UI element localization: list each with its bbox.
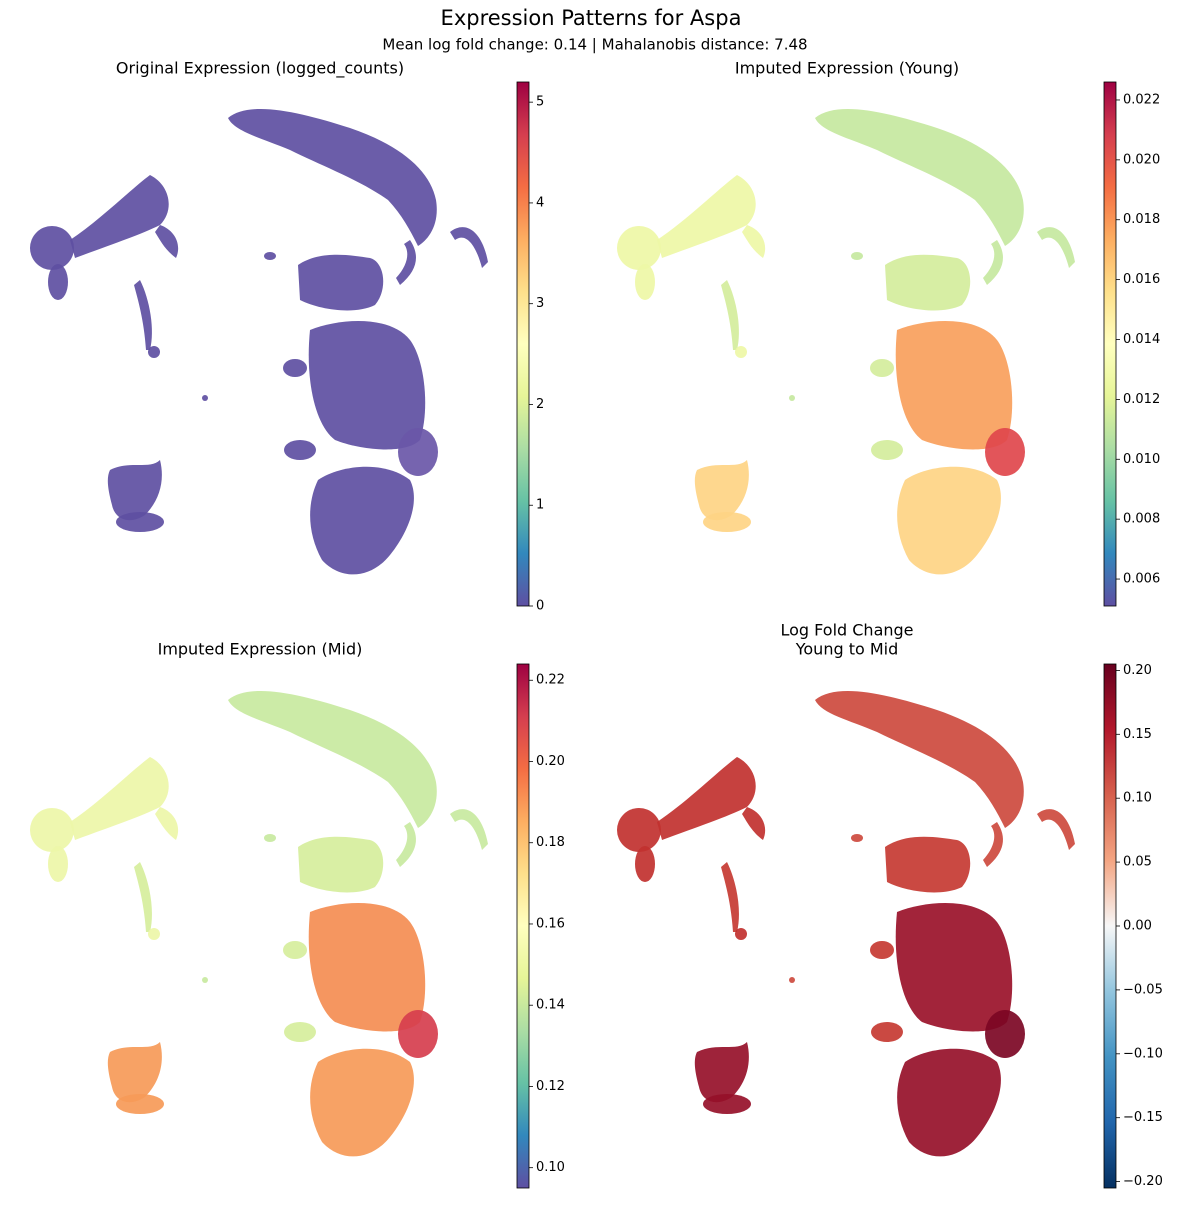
colorbar-tick-label: 0.016 xyxy=(1123,272,1160,287)
figure-title: Expression Patterns for Aspa xyxy=(441,6,742,30)
colorbar-tick-label: 5 xyxy=(536,95,544,110)
colorbar-tick-label: 0.00 xyxy=(1123,919,1152,934)
colorbar-tick-label: 2 xyxy=(536,397,544,412)
colorbar-tick-label: 0.020 xyxy=(1123,152,1160,167)
colorbar-tick-label: 0.22 xyxy=(536,673,565,688)
panel-title: Young to Mid xyxy=(795,640,899,659)
panel-title: Imputed Expression (Mid) xyxy=(158,640,363,659)
colorbar-tick-label: 0.16 xyxy=(536,916,565,931)
colorbar-tick-label: 1 xyxy=(536,498,544,513)
colorbar-tick-label: 0.05 xyxy=(1123,855,1152,870)
colorbar-tick-label: 0.20 xyxy=(536,754,565,769)
panel-title: Log Fold Change xyxy=(780,621,913,640)
cell-cloud xyxy=(617,109,1075,575)
colorbar-tick-label: −0.10 xyxy=(1123,1046,1163,1061)
colorbar-tick-label: 0.14 xyxy=(536,998,565,1013)
colorbar-tick-label: 0.006 xyxy=(1123,572,1160,587)
colorbar-tick-label: 0.15 xyxy=(1123,727,1152,742)
cell-cloud xyxy=(30,109,488,575)
colorbar-tick-label: 0.18 xyxy=(536,835,565,850)
colorbar xyxy=(1103,81,1117,607)
colorbar-tick-label: 0.014 xyxy=(1123,332,1160,347)
cell-cloud xyxy=(30,691,488,1157)
colorbar xyxy=(1103,663,1117,1189)
colorbar-tick-label: −0.15 xyxy=(1123,1110,1163,1125)
cell-cloud xyxy=(617,691,1075,1157)
colorbar-tick-label: 0.010 xyxy=(1123,452,1160,467)
colorbar-tick-label: 0 xyxy=(536,599,544,614)
colorbar-tick-label: 0.10 xyxy=(1123,791,1152,806)
colorbar-tick-label: 4 xyxy=(536,195,544,210)
colorbar-tick-label: 0.20 xyxy=(1123,663,1152,678)
colorbar-tick-label: 0.008 xyxy=(1123,512,1160,527)
colorbar xyxy=(516,81,530,607)
colorbar-tick-label: 0.018 xyxy=(1123,212,1160,227)
colorbar-tick-label: 0.10 xyxy=(536,1160,565,1175)
colorbar-tick-label: −0.20 xyxy=(1123,1174,1163,1189)
colorbar-tick-label: 0.022 xyxy=(1123,92,1160,107)
colorbar-tick-label: 0.012 xyxy=(1123,392,1160,407)
figure-subtitle: Mean log fold change: 0.14 | Mahalanobis… xyxy=(382,36,807,54)
colorbar-tick-label: 0.12 xyxy=(536,1079,565,1094)
colorbar-tick-label: 3 xyxy=(536,296,544,311)
panel-title: Imputed Expression (Young) xyxy=(735,59,959,78)
colorbar xyxy=(516,663,530,1189)
colorbar-tick-label: −0.05 xyxy=(1123,982,1163,997)
panel-title: Original Expression (logged_counts) xyxy=(116,59,404,79)
